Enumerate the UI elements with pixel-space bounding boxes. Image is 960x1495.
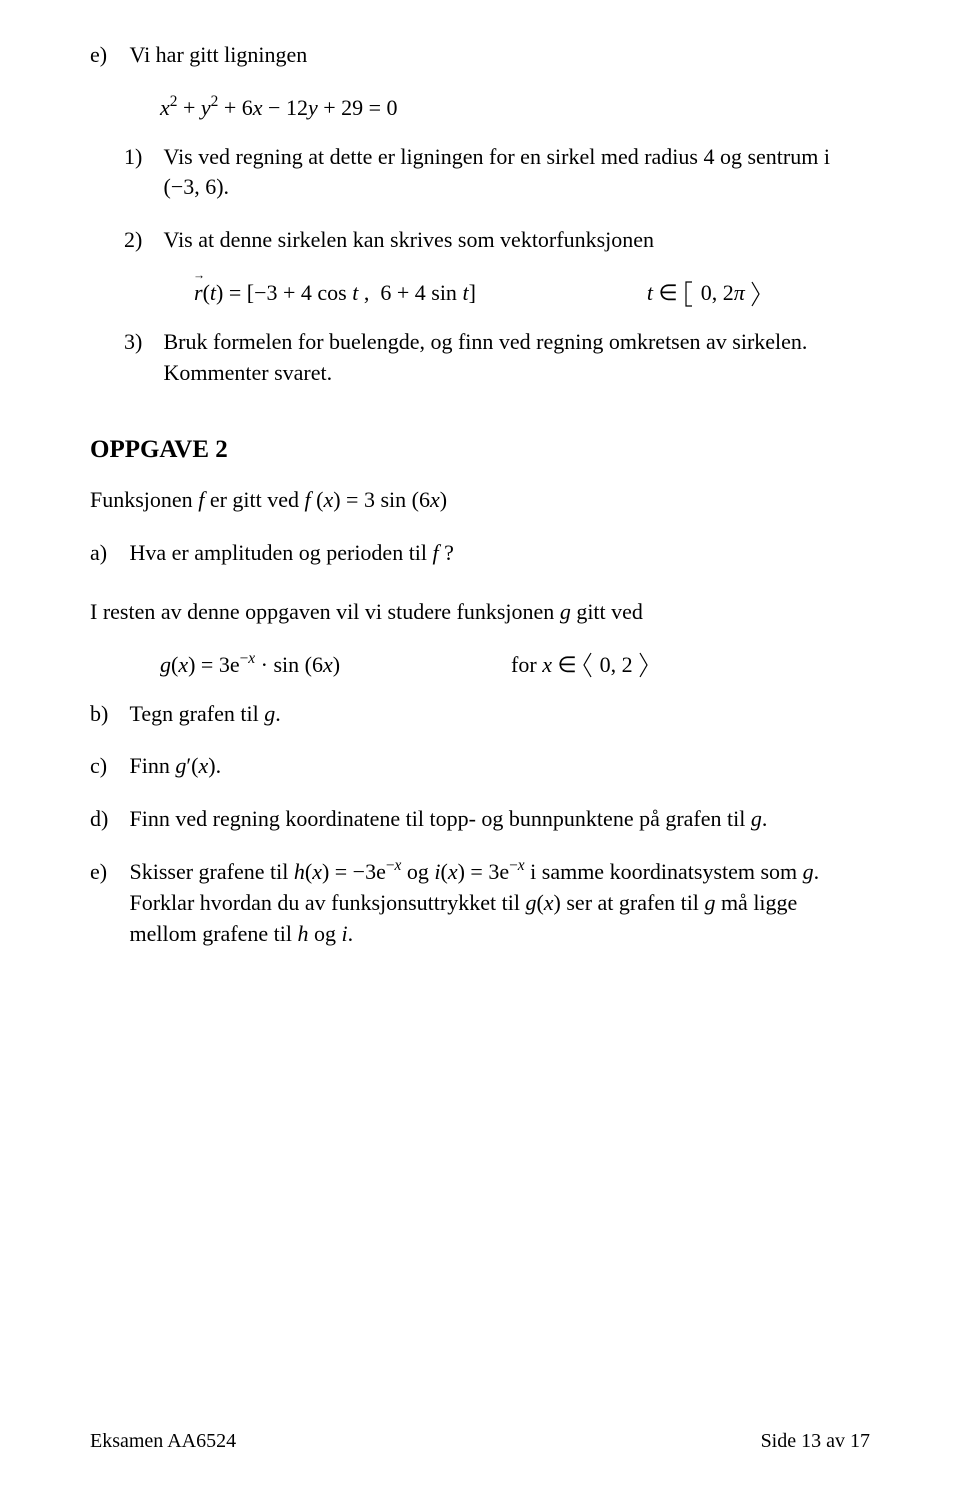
subitem-e1: 1) Vis ved regning at dette er ligningen…: [124, 142, 870, 204]
label-b: b): [90, 699, 124, 730]
b-pre: Tegn grafen til: [130, 701, 265, 726]
mid-pre: I resten av denne oppgaven vil vi studer…: [90, 599, 560, 624]
label-e3: 3): [124, 327, 158, 358]
c-pre: Finn: [130, 753, 176, 778]
text-e2: Vis at denne sirkelen kan skrives som ve…: [164, 225, 864, 256]
footer-right: Side 13 av 17: [761, 1427, 870, 1455]
e2-g1: g: [803, 859, 814, 884]
left-angle-icon: [582, 651, 594, 679]
e2-l1-post1: i samme koordinatsystem som: [530, 859, 803, 884]
equation-g: g(x) = 3e−x · sin (6x) for x ∈ 0, 2: [160, 650, 870, 681]
label-e: e): [90, 40, 124, 71]
g-for: for: [511, 652, 542, 677]
e2-l1-post2: .: [814, 859, 820, 884]
mid-g: g: [560, 599, 571, 624]
b-post: .: [275, 701, 281, 726]
text-a-post: ?: [444, 540, 454, 565]
intro-f1: f: [198, 487, 204, 512]
equation-circle: x2 + y2 + 6x − 12y + 29 = 0: [160, 93, 870, 124]
d-g: g: [751, 806, 762, 831]
e2-h: h: [298, 921, 309, 946]
text-c: Finn g′(x).: [130, 751, 870, 782]
problem-d: d) Finn ved regning koordinatene til top…: [90, 804, 870, 835]
e2-l2-mid: ser at grafen til: [566, 890, 704, 915]
subitem-e3: 3) Bruk formelen for buelengde, og finn …: [124, 327, 870, 389]
problem-e2: e) Skisser grafene til h(x) = −3e−x og i…: [90, 857, 870, 949]
right-angle-icon-2: [638, 651, 650, 679]
text-e2b: Skisser grafene til h(x) = −3e−x og i(x)…: [130, 857, 870, 949]
d-post: .: [762, 806, 768, 831]
intro-text-2: er gitt ved: [210, 487, 305, 512]
intro-text-1: Funksjonen: [90, 487, 198, 512]
text-e-intro: Vi har gitt ligningen: [130, 40, 870, 71]
text-b: Tegn grafen til g.: [130, 699, 870, 730]
label-d: d): [90, 804, 124, 835]
e2-l2-post: .: [348, 921, 354, 946]
text-a: Hva er amplituden og perioden til f ?: [130, 538, 870, 569]
heading-oppgave2: OPPGAVE 2: [90, 432, 870, 467]
footer: Eksamen AA6524 Side 13 av 17: [90, 1427, 870, 1455]
oppgave2-mid: I resten av denne oppgaven vil vi studer…: [90, 597, 870, 628]
text-e3: Bruk formelen for buelengde, og finn ved…: [164, 327, 864, 389]
d-pre: Finn ved regning koordinatene til topp- …: [130, 806, 751, 831]
label-c: c): [90, 751, 124, 782]
left-bracket-icon: [683, 280, 695, 308]
problem-a: a) Hva er amplituden og perioden til f ?: [90, 538, 870, 569]
subitem-e2: 2) Vis at denne sirkelen kan skrives som…: [124, 225, 870, 256]
problem-c: c) Finn g′(x).: [90, 751, 870, 782]
text-e1: Vis ved regning at dette er ligningen fo…: [164, 142, 864, 204]
e2-og2: og: [314, 921, 342, 946]
equation-vector: r(t) = [−3 + 4 cos t , 6 + 4 sin t] t ∈ …: [194, 278, 870, 309]
label-e2b: e): [90, 857, 124, 888]
mid-post: gitt ved: [576, 599, 643, 624]
footer-left: Eksamen AA6524: [90, 1427, 236, 1455]
b-g: g: [264, 701, 275, 726]
text-a-pre: Hva er amplituden og perioden til: [130, 540, 433, 565]
problem-e: e) Vi har gitt ligningen: [90, 40, 870, 71]
oppgave2-intro: Funksjonen f er gitt ved f (x) = 3 sin (…: [90, 485, 870, 516]
text-a-f: f: [433, 540, 439, 565]
label-a: a): [90, 538, 124, 569]
e2-l2-pre: Forklar hvordan du av funksjonsuttrykket…: [130, 890, 526, 915]
e2-og1: og: [407, 859, 435, 884]
label-e2: 2): [124, 225, 158, 256]
label-e1: 1): [124, 142, 158, 173]
problem-b: b) Tegn grafen til g.: [90, 699, 870, 730]
text-d: Finn ved regning koordinatene til topp- …: [130, 804, 870, 835]
page: e) Vi har gitt ligningen x2 + y2 + 6x − …: [0, 0, 960, 1495]
c-post: .: [216, 753, 222, 778]
vector-r: r: [194, 278, 203, 309]
e2-l1-pre: Skisser grafene til: [130, 859, 294, 884]
right-angle-icon: [750, 280, 762, 308]
e2-g2: g: [704, 890, 715, 915]
